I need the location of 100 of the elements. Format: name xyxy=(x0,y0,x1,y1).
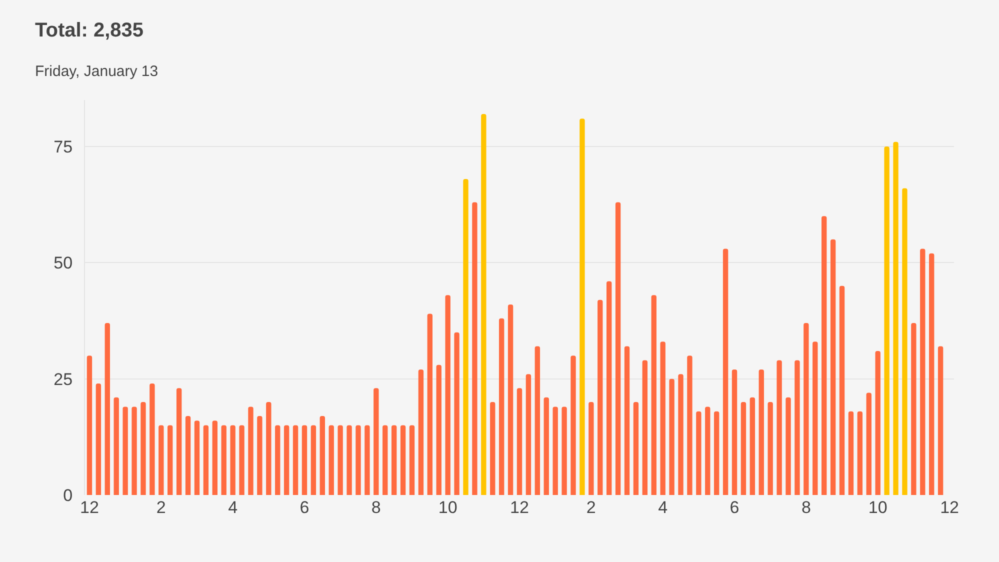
chart-subtitle: Friday, January 13 xyxy=(35,62,158,80)
y-tick-label: 0 xyxy=(63,486,73,505)
bar xyxy=(615,202,621,495)
x-tick-label: 6 xyxy=(300,498,310,517)
bar xyxy=(526,374,532,495)
bar xyxy=(830,239,836,495)
bar xyxy=(750,397,756,495)
bar xyxy=(598,300,603,495)
bar xyxy=(938,346,944,495)
x-tick-label: 6 xyxy=(730,498,740,517)
bar xyxy=(328,425,334,495)
bar xyxy=(580,118,585,495)
bar xyxy=(266,402,272,495)
bar xyxy=(382,425,388,495)
bar xyxy=(356,425,361,495)
bar xyxy=(857,411,863,495)
bar xyxy=(185,416,191,495)
bar xyxy=(768,402,773,495)
bar xyxy=(158,425,164,495)
bar xyxy=(929,253,934,495)
bar xyxy=(570,356,576,495)
bar xyxy=(150,383,155,495)
y-tick-label: 50 xyxy=(54,254,73,273)
bar xyxy=(418,370,424,495)
bar xyxy=(310,425,316,495)
bar xyxy=(203,425,209,495)
bar xyxy=(794,360,800,495)
bar xyxy=(122,406,128,495)
bar xyxy=(472,202,478,495)
bar xyxy=(804,323,809,495)
bar xyxy=(194,420,200,495)
bar xyxy=(588,402,594,495)
bar xyxy=(463,179,468,495)
bar xyxy=(320,416,326,495)
bar xyxy=(498,318,504,495)
bar xyxy=(427,314,433,495)
bar xyxy=(292,425,298,495)
bar xyxy=(902,188,908,495)
bar xyxy=(104,323,110,495)
bar xyxy=(669,378,674,495)
bar xyxy=(920,248,926,495)
bar xyxy=(678,374,684,495)
bar xyxy=(786,397,791,495)
x-tick-label: 2 xyxy=(586,498,596,517)
bar xyxy=(893,142,898,495)
bar xyxy=(732,370,738,495)
x-tick-label: 12 xyxy=(80,498,99,517)
bar xyxy=(758,370,764,495)
bar xyxy=(508,304,514,495)
bar xyxy=(481,114,486,495)
bar xyxy=(114,397,119,495)
bar xyxy=(338,425,343,495)
bar xyxy=(812,342,818,495)
y-tick-label: 75 xyxy=(54,137,73,156)
bar xyxy=(248,406,254,495)
bar xyxy=(911,323,916,495)
bar xyxy=(642,360,648,495)
bar xyxy=(866,392,872,495)
bar xyxy=(776,360,782,495)
bar xyxy=(875,350,880,495)
bar xyxy=(740,402,746,495)
x-tick-label: 8 xyxy=(371,498,381,517)
bar xyxy=(516,388,522,495)
bar xyxy=(257,416,262,495)
bar xyxy=(454,332,460,495)
y-tick-label: 25 xyxy=(54,370,73,389)
x-tick-label: 10 xyxy=(868,498,888,517)
bar xyxy=(552,406,558,495)
bar xyxy=(284,425,290,495)
bar xyxy=(436,364,442,495)
x-tick-label: 4 xyxy=(658,498,668,517)
bar xyxy=(687,356,692,495)
bar xyxy=(391,425,397,495)
x-tick-label: 4 xyxy=(228,498,238,517)
bar xyxy=(822,216,827,495)
bar xyxy=(239,425,244,495)
bar xyxy=(490,402,496,495)
bar xyxy=(302,425,308,495)
bar xyxy=(544,397,549,495)
bar xyxy=(848,411,854,495)
bar xyxy=(230,425,236,495)
bar xyxy=(714,411,720,495)
bar xyxy=(409,425,415,495)
bar xyxy=(839,286,845,495)
bar xyxy=(140,402,146,495)
bar xyxy=(884,146,890,495)
bar xyxy=(221,425,226,495)
bar xyxy=(400,425,406,495)
bar xyxy=(606,281,612,495)
bar xyxy=(86,356,92,495)
bar xyxy=(176,388,182,495)
chart-title: Total: 2,835 xyxy=(35,19,144,42)
bar xyxy=(96,383,102,495)
bar xyxy=(346,425,352,495)
bar xyxy=(445,295,450,495)
bar xyxy=(633,402,639,495)
bar xyxy=(651,295,656,495)
bar xyxy=(696,411,702,495)
x-tick-label: 2 xyxy=(156,498,166,517)
bar xyxy=(212,420,218,495)
